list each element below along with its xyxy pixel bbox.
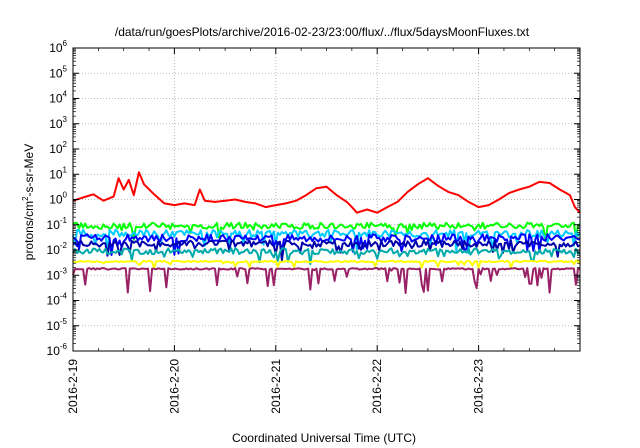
- x-axis-label: Coordinated Universal Time (UTC): [232, 431, 416, 445]
- y-tick-label: 10-1: [47, 216, 68, 232]
- y-tick-label: 10-6: [47, 342, 68, 358]
- series-line-1: [72, 221, 581, 242]
- y-axis-label-rest: -s-sr-MeV: [22, 144, 36, 197]
- y-tick-label: 10-3: [47, 266, 68, 282]
- y-tick-label: 103: [49, 115, 67, 131]
- series-line-0: [72, 171, 581, 214]
- y-tick-label: 100: [49, 191, 67, 207]
- y-tick-label: 101: [49, 165, 67, 181]
- series-line-4: [72, 239, 581, 262]
- y-tick-label: 102: [49, 140, 67, 156]
- y-axis-label-sup: 2: [21, 196, 30, 201]
- x-tick-label: 2016-2-21: [269, 359, 283, 414]
- y-tick-label: 10-4: [47, 292, 68, 308]
- x-tick-label: 2016-2-19: [66, 359, 80, 414]
- x-tick-label: 2016-2-23: [472, 359, 486, 414]
- y-tick-label: 105: [49, 64, 67, 80]
- x-tick-label: 2016-2-22: [370, 359, 384, 414]
- series-line-3: [72, 233, 580, 256]
- y-axis-label-main: protons/cm: [22, 201, 36, 260]
- series-line-7: [72, 267, 581, 294]
- y-tick-label: 106: [49, 39, 67, 55]
- series-line-2: [72, 228, 581, 255]
- x-tick-label: 2016-2-20: [167, 359, 181, 414]
- plot-frame: [72, 47, 581, 352]
- y-axis-label: protons/cm2-s-sr-MeV: [21, 144, 36, 260]
- series-line-6: [73, 259, 581, 270]
- y-axis-ticks: 10-6 10-5 10-4 10-3 10-2 10-1 100 101 102 103 104 1…: [47, 39, 580, 358]
- y-tick-label: 10-2: [47, 241, 68, 257]
- grid-lines: [73, 48, 580, 351]
- y-tick-label: 10-5: [47, 317, 68, 333]
- series-line-5: [72, 247, 581, 266]
- data-series: [72, 171, 581, 294]
- chart-title: /data/run/goesPlots/archive/2016-02-23/2…: [115, 25, 530, 39]
- y-tick-label: 104: [49, 90, 67, 106]
- x-axis-ticks: 2016-2-19 2016-2-20 2016-2-21 2016-2-22 2016…: [66, 48, 556, 414]
